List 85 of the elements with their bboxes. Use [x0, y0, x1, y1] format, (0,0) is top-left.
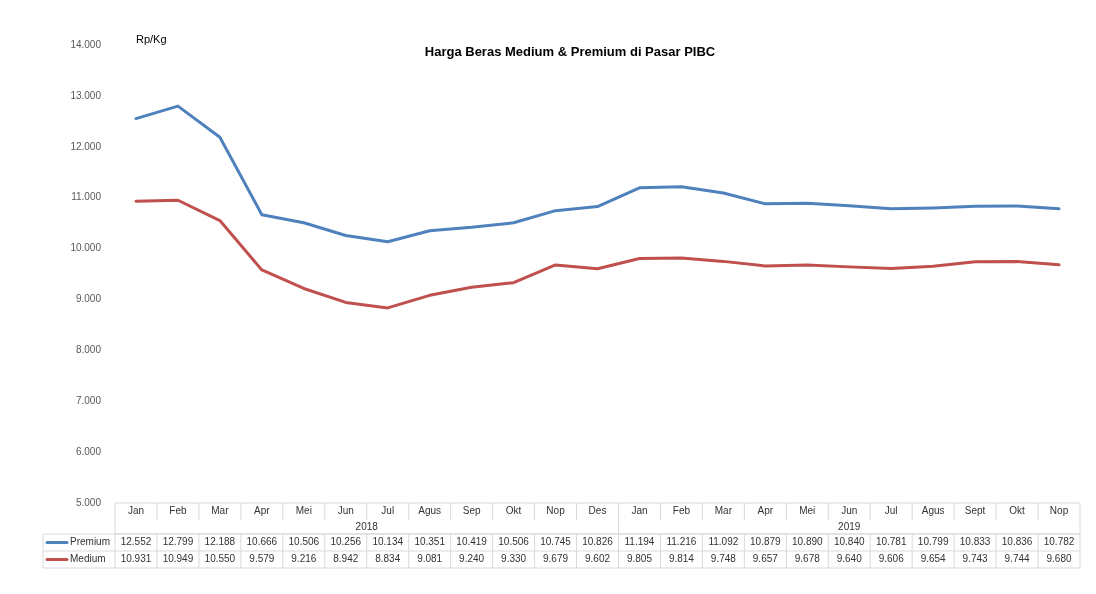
data-label: 9.657 [752, 553, 779, 565]
data-label: 10.351 [414, 536, 446, 548]
data-label: 10.840 [833, 536, 865, 548]
x-tick-label: Mar [211, 505, 230, 517]
x-tick-label: Sep [462, 505, 481, 517]
x-tick-label: Nop [1049, 505, 1069, 517]
x-tick-label: Mei [799, 505, 816, 517]
y-tick-label: 11.000 [71, 191, 102, 203]
data-label: 9.679 [543, 553, 569, 565]
x-tick-label: Jul [381, 505, 395, 517]
data-label: 10.134 [372, 536, 404, 548]
data-label: 9.744 [1004, 553, 1031, 565]
data-label: 11.216 [666, 536, 697, 548]
x-tick-label: Des [588, 505, 607, 517]
data-label: 10.782 [1043, 536, 1075, 548]
y-tick-label: 6.000 [75, 445, 102, 457]
data-label: 12.188 [204, 536, 236, 548]
data-label: 12.799 [162, 536, 194, 548]
data-label: 8.942 [333, 553, 359, 565]
x-tick-label: Jan [127, 505, 145, 517]
x-tick-label: Sept [964, 505, 986, 517]
data-label: 9.579 [249, 553, 275, 565]
x-tick-label: Okt [1009, 505, 1026, 517]
y-tick-label: 12.000 [70, 140, 102, 152]
legend-label: Premium [70, 536, 111, 548]
data-label: 9.678 [794, 553, 821, 565]
data-label: 9.748 [710, 553, 737, 565]
data-label: 8.834 [375, 553, 401, 565]
x-tick-label: Jul [884, 505, 898, 517]
data-label: 10.506 [288, 536, 320, 548]
x-tick-label: Mar [714, 505, 733, 517]
data-label: 10.836 [1001, 536, 1033, 548]
x-tick-label: Jun [337, 505, 354, 517]
y-tick-label: 5.000 [75, 496, 102, 508]
data-label: 10.826 [582, 536, 614, 548]
text: 2018 [355, 520, 379, 532]
y-tick-label: 8.000 [75, 344, 102, 356]
data-label: 11.092 [708, 536, 739, 548]
x-tick-label: Agus [921, 505, 945, 517]
x-tick-label: Jun [841, 505, 858, 517]
data-label: 10.666 [246, 536, 278, 548]
x-tick-label: Jan [631, 505, 648, 517]
x-tick-label: Feb [169, 505, 187, 517]
data-label: 10.781 [875, 536, 907, 548]
data-label: 9.606 [878, 553, 905, 565]
data-label: 9.654 [920, 553, 947, 565]
data-label: 10.256 [330, 536, 362, 548]
data-label: 10.890 [791, 536, 824, 548]
data-label: 9.240 [459, 553, 485, 565]
data-label: 10.879 [750, 536, 782, 548]
data-label: 11.194 [624, 536, 655, 548]
data-label: 9.814 [668, 553, 695, 565]
y-axis-title: Rp/Kg [136, 33, 167, 46]
data-label: 9.216 [291, 553, 317, 565]
data-label: 10.833 [959, 536, 991, 548]
data-label: 9.330 [501, 553, 527, 565]
y-tick-label: 13.000 [70, 89, 102, 101]
text: 2019 [838, 520, 861, 532]
data-label: 9.602 [584, 553, 611, 565]
chart-title: Harga Beras Medium & Premium di Pasar PIBC [424, 43, 716, 59]
x-tick-label: Feb [672, 505, 691, 517]
data-label: 10.799 [917, 536, 949, 548]
data-label: 12.552 [120, 536, 152, 548]
data-label: 10.550 [204, 553, 236, 565]
data-label: 10.419 [456, 536, 488, 548]
data-label: 10.506 [498, 536, 530, 548]
data-label: 10.745 [540, 536, 572, 548]
data-label: 9.640 [836, 553, 863, 565]
y-tick-label: 14.000 [70, 38, 102, 50]
data-label: 9.805 [626, 553, 653, 565]
y-tick-label: 10.000 [70, 242, 102, 254]
data-label: 9.743 [962, 553, 989, 565]
y-tick-label: 9.000 [75, 293, 102, 305]
legend-label: Medium [70, 553, 106, 565]
x-tick-label: Okt [505, 505, 522, 517]
data-label: 9.680 [1046, 553, 1072, 565]
data-label: 10.949 [162, 553, 194, 565]
x-tick-label: Agus [418, 505, 442, 517]
y-tick-label: 7.000 [75, 394, 102, 406]
data-label: 10.931 [120, 553, 152, 565]
data-label: 9.081 [417, 553, 443, 565]
x-tick-label: Apr [254, 505, 271, 517]
x-tick-label: Apr [757, 505, 774, 517]
x-tick-label: Nop [546, 505, 566, 517]
x-tick-label: Mei [295, 505, 312, 517]
